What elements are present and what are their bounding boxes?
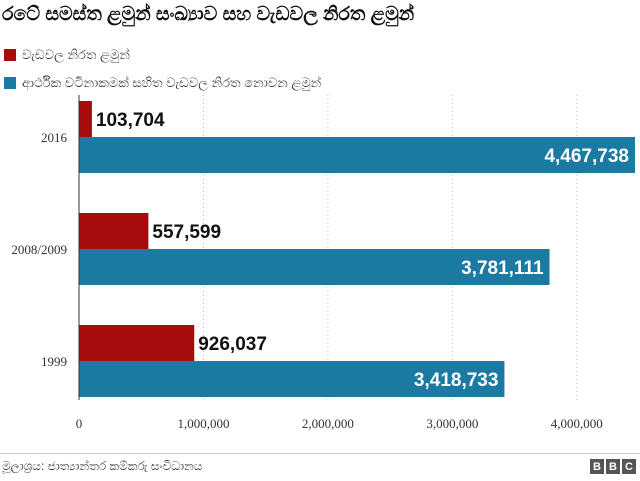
legend-swatch-not-working <box>4 77 16 89</box>
bar-working <box>79 213 149 249</box>
x-tick-label: 1,000,000 <box>177 416 229 431</box>
bbc-logo-block: B <box>590 459 604 474</box>
bar-not-working <box>79 361 505 397</box>
source-note: මූලාශ්‍රය: ජාත්‍යාන්තර කම්කරු සංවිධානය <box>2 459 203 473</box>
footer-divider <box>0 453 640 454</box>
legend: වැඩවල නිරත ළමුන් ආර්ථික වටිනාකමක් සහිත ව… <box>4 44 321 100</box>
x-tick-label: 4,000,000 <box>551 416 603 431</box>
legend-item-not-working: ආර්ථික වටිනාකමක් සහිත වැඩවල නිරත නොවන ළම… <box>4 72 321 94</box>
legend-label-not-working: ආර්ථික වටිනාකමක් සහිත වැඩවල නිරත නොවන ළම… <box>22 75 322 90</box>
x-tick-label: 0 <box>76 416 83 431</box>
data-label: 3,418,733 <box>414 370 499 391</box>
bar-chart: 103,704 4,467,738 2016 557,599 3,781,111 2008… <box>11 95 635 431</box>
x-tick-label: 2,000,000 <box>302 416 354 431</box>
bar-not-working <box>79 137 635 173</box>
category-label: 1999 <box>41 354 67 369</box>
category-label: 2008/2009 <box>11 242 67 257</box>
data-label: 926,037 <box>198 334 267 355</box>
bbc-logo-block: C <box>622 459 636 474</box>
bar-working <box>79 325 195 361</box>
legend-item-working: වැඩවල නිරත ළමුන් <box>4 44 321 66</box>
bar-not-working <box>79 249 550 285</box>
category-label: 2016 <box>41 130 68 145</box>
bbc-logo-block: B <box>606 459 620 474</box>
data-label: 103,704 <box>96 110 165 131</box>
data-label: 4,467,738 <box>544 146 629 167</box>
bbc-logo: B B C <box>590 459 636 474</box>
x-tick-label: 3,000,000 <box>426 416 478 431</box>
chart-title: රටේ සමස්ත ළමුන් සංඛ්‍යාව සහ වැඩවල නිරත ළ… <box>2 4 415 25</box>
data-label: 3,781,111 <box>461 258 544 279</box>
legend-swatch-working <box>4 49 16 61</box>
bar-working <box>79 101 92 137</box>
data-label: 557,599 <box>152 222 221 243</box>
legend-label-working: වැඩවල නිරත ළමුන් <box>22 47 130 62</box>
